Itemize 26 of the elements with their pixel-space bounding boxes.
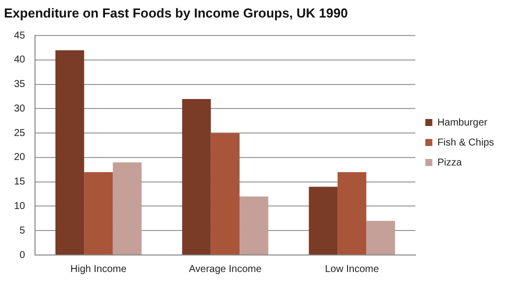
bar (182, 98, 211, 254)
y-tick-label: 35 (14, 79, 26, 90)
y-tick-label: 20 (14, 152, 26, 164)
y-tick-label: 30 (14, 103, 26, 114)
bar (112, 162, 142, 254)
x-tick-label: High Income (70, 264, 127, 275)
y-tick-label: 5 (20, 225, 26, 236)
legend-label: Pizza (437, 157, 462, 168)
legend-label: Fish & Chips (437, 137, 494, 148)
y-tick-label: 25 (14, 128, 26, 139)
bar (308, 186, 338, 254)
bar (366, 220, 396, 254)
y-tick-label: 0 (20, 250, 26, 261)
bar (240, 196, 268, 254)
bar (84, 172, 113, 254)
x-tick-label: Low Income (324, 264, 380, 275)
bar (55, 50, 84, 254)
y-tick-label: 10 (14, 200, 26, 212)
y-tick-label: 45 (14, 30, 26, 42)
chart-title: Expenditure on Fast Foods by Income Groups, UK 1990 (4, 5, 348, 20)
y-tick-label: 15 (14, 176, 26, 188)
x-tick-label: Average Income (188, 264, 262, 275)
y-tick-label: 40 (14, 54, 26, 66)
legend-label: Hamburger (437, 117, 488, 128)
bar (210, 133, 240, 254)
bar (338, 172, 366, 254)
